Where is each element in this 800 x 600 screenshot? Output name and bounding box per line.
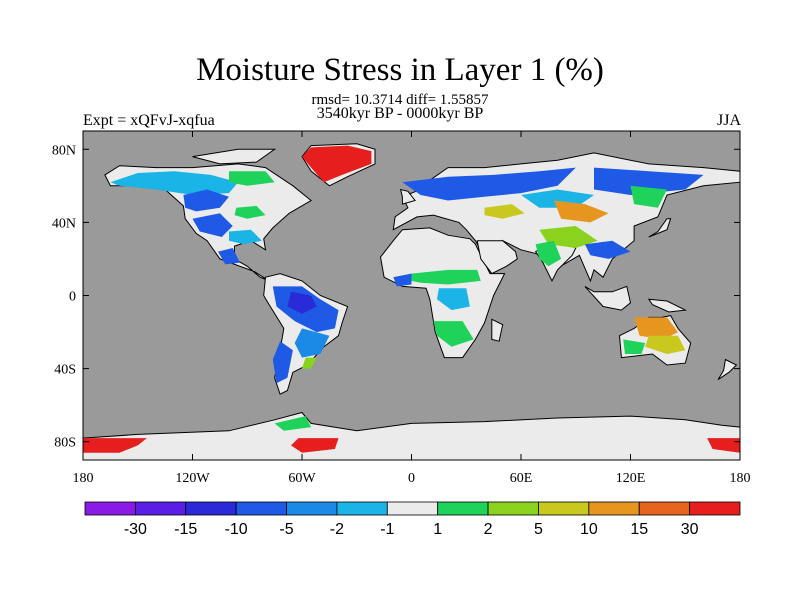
colorbar-label: -15 [174, 521, 197, 538]
map-title: Moisture Stress in Layer 1 (%) [196, 52, 604, 88]
colorbar-swatch [134, 501, 187, 516]
patch-north-eurasia-blue [402, 167, 576, 201]
landmass-japan [648, 218, 672, 238]
lat-tick-label: 0 [69, 290, 76, 305]
colorbar-swatch [286, 501, 338, 516]
patch-ross-red [707, 438, 740, 453]
lon-tick-label: 120E [616, 471, 646, 486]
colorbar-label: 1 [433, 521, 442, 538]
lat-tick-label: 80S [54, 436, 76, 451]
patch-andes-blue [272, 341, 293, 384]
patch-pampas-green [302, 357, 317, 369]
landmass-arabia [476, 240, 518, 275]
landmass-borneo-newguinea [647, 298, 688, 313]
colorbar-label: -2 [330, 521, 344, 538]
landmass-madagascar [491, 318, 504, 342]
colorbar-swatch [386, 501, 439, 516]
lat-tick-label: 40N [52, 216, 76, 231]
patch-greenland-red [302, 145, 372, 183]
experiment-label: Expt = xQFvJ-xqfua [83, 112, 215, 129]
landmass-se-asia-islands [584, 285, 632, 311]
patch-siberia-blue [594, 167, 704, 195]
patch-sahel-green [393, 269, 481, 285]
lon-tick-label: 120W [175, 471, 210, 486]
rmsd-diff-stats: rmsd= 10.3714 diff= 1.55857 [311, 92, 489, 108]
colorbar-label: -10 [225, 521, 248, 538]
patch-india-green [535, 240, 562, 267]
lon-tick-label: 60E [510, 471, 533, 486]
colorbar-swatch [84, 501, 136, 516]
patch-us-south-cyan [229, 229, 262, 245]
patch-antarctica-west-red [83, 438, 147, 453]
landmass-new-zealand [717, 358, 738, 381]
patch-north-australia-orange [634, 317, 678, 340]
colorbar-label: 15 [630, 521, 648, 538]
colorbar-label: -1 [380, 521, 394, 538]
season-label: JJA [716, 112, 741, 129]
lon-tick-label: 180 [730, 471, 751, 486]
colorbar-swatch [638, 501, 691, 516]
patch-west-africa-blue [393, 273, 412, 287]
patch-weddell-red [291, 438, 339, 453]
colorbar-swatch [689, 501, 741, 516]
patch-parana-blue [294, 328, 330, 358]
colorbar-swatch [487, 501, 539, 516]
colorbar-swatch [538, 501, 590, 516]
patch-congo-cyan [437, 288, 470, 311]
colorbar-swatch [185, 501, 237, 516]
patch-us-west-blue [192, 213, 233, 237]
time-period: 3540kyr BP - 0000kyr BP [316, 105, 484, 122]
map-axes: 80N 40N 0 40S 80S 180 120W 60W 0 60E 120E 180 [52, 131, 751, 486]
colorbar-label: 10 [580, 521, 598, 538]
lon-tick-label: 60W [288, 471, 316, 486]
colorbar-swatch [588, 501, 640, 516]
lon-tick-label: 0 [408, 471, 415, 486]
patch-south-africa-green [433, 321, 474, 347]
patch-west-australia-green [623, 339, 646, 354]
patch-mongolia-orange [553, 200, 609, 223]
colorbar-swatch [336, 501, 388, 516]
colorbar-label: 30 [681, 521, 699, 538]
patch-south-china-blue [584, 240, 631, 259]
colorbar-label: -5 [279, 521, 293, 538]
lat-tick-label: 40S [54, 363, 76, 378]
map-plot [82, 130, 741, 461]
colorbar-label: 2 [484, 521, 493, 538]
patch-central-australia-yellow [645, 335, 686, 354]
landmass-uk [399, 188, 416, 205]
patch-amazon-dark-blue [287, 291, 317, 314]
patch-great-lakes-green [234, 205, 266, 219]
landmass-arctic-islands [192, 148, 277, 165]
patch-caspian-yellow [484, 204, 525, 219]
colorbar-swatch [235, 501, 287, 516]
patch-mexico-blue [218, 248, 240, 265]
patch-canada-light-blue [110, 171, 239, 195]
patch-western-canada-blue [183, 189, 229, 212]
colorbar-label: -30 [124, 521, 147, 538]
patch-east-siberia-green [630, 185, 667, 208]
lon-tick-label: 180 [73, 471, 94, 486]
patch-peninsula-green [274, 416, 312, 431]
colorbar-label: 5 [534, 521, 543, 538]
colorbar-swatch [437, 501, 489, 516]
patch-hudson-green [229, 171, 275, 186]
colorbar: -30 -15 -10 -5 -2 -1 1 2 5 10 15 30 [84, 501, 741, 538]
lat-tick-label: 80N [52, 143, 76, 158]
